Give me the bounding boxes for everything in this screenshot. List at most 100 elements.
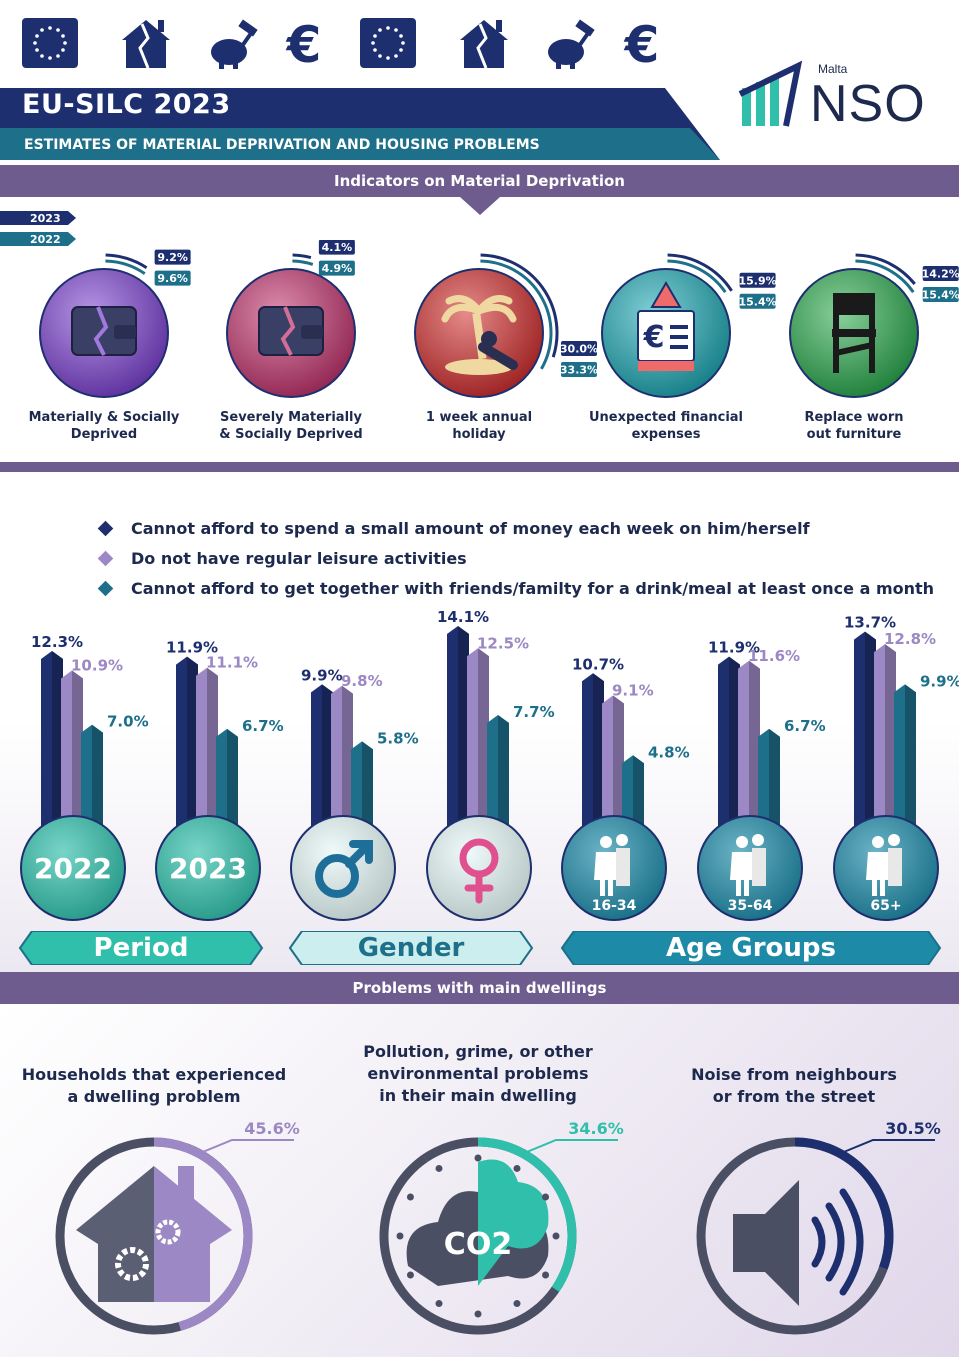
gauge-2022 [855,259,915,294]
title-banner [0,88,720,160]
svg-text:14.2%: 14.2% [922,268,959,281]
value-2023: 9.2% [154,249,191,265]
gauge-2023 [105,253,148,269]
piggy-bank-hammer-icon [211,19,258,69]
bar [758,728,780,830]
svg-text:9.2%: 9.2% [157,251,188,264]
indicator-label: Materially & Socially Deprived [28,410,180,442]
speaker-icon [733,1180,864,1306]
gauge-2022 [480,259,553,370]
svg-text:15.4%: 15.4% [922,289,959,302]
legend-diamond-icon [97,550,114,566]
group-label-gender: Gender [357,933,465,963]
indicator-label: Unexpected financial expenses [588,410,743,442]
section-band-dwellings: Problems with main dwellings [0,972,959,1004]
bar-group-Female: 14.1% 12.5% 7.7% [426,610,555,921]
gauge-value-arc [153,1137,253,1331]
bar [874,644,896,830]
legend-2022-label: 2022 [30,233,61,246]
legend-text: Cannot afford to get together with frien… [131,578,935,598]
bar-group-65+: 13.7%12.8% 9.9% 65+ [833,614,959,921]
year-legend-shapes [0,211,76,246]
value-leader [839,1139,935,1155]
legend-text: Do not have regular leisure activities [131,548,467,568]
dwelling-title-pollution: Pollution, grime, or other environmental… [363,1042,593,1105]
broken-wallet-icon [71,306,137,356]
house-gears-icon [76,1166,232,1302]
category-badge: 35-64 [697,815,803,921]
bar-value-label: 7.0% [107,713,149,731]
bar [216,728,238,830]
bar [196,667,218,830]
value-2022: 15.4% [922,287,959,303]
svg-text:4.1%: 4.1% [322,241,353,254]
value-2023: 15.9% [739,272,777,288]
indicator-label: 1 week annual holiday [425,410,533,442]
value-2022: 4.9% [318,260,355,276]
page-title: EU-SILC 2023 [22,89,231,120]
value-2022: 15.4% [739,293,777,309]
palm-tree-icon [441,295,518,375]
piggy-bank-hammer-icon [548,19,595,69]
legend-item: Cannot afford to get together with frien… [96,573,934,603]
svg-text:€: € [624,16,660,74]
legend-item: Do not have regular leisure activities [96,543,934,573]
bar [61,670,83,830]
dwelling-gauge-0: 45.6% [55,1120,300,1335]
group-label-period: Period [93,933,189,963]
dwelling-value: 30.5% [885,1120,941,1138]
bar-chart: 12.3%10.9%7.0%202211.9%11.1%6.7%20239.9%… [20,610,959,921]
category-badge [426,815,532,921]
bar-value-label: 12.8% [884,630,936,648]
bar-value-label: 11.9% [166,639,218,657]
value-leader [522,1139,618,1155]
logo-wordmark: NSO [810,75,926,133]
dwelling-gauges: 45.6% 34.6% CO2 30.5% [55,1120,941,1335]
female-symbol-icon [459,838,499,904]
gauge-value-arc [794,1137,894,1270]
bar [894,684,916,830]
dwelling-gauge-2: 30.5% [696,1120,941,1335]
euro-icon: € [286,16,322,74]
collapsing-wallet-icon [258,306,324,356]
bar-value-label: 11.6% [748,647,800,665]
dwelling-value: 45.6% [244,1120,300,1138]
bar-group-2023: 11.9%11.1% 6.7% 2023 [155,639,284,921]
indicator-0: 9.2% 9.6% [39,249,191,398]
bar [718,656,740,830]
svg-text:€: € [643,320,665,355]
svg-text:15.4%: 15.4% [739,295,777,308]
gauge-2023 [667,253,733,292]
svg-text:9.6%: 9.6% [157,272,188,285]
category-label: 65+ [870,898,901,914]
legend-text: Cannot afford to spend a small amount of… [131,518,810,538]
bar-value-label: 6.7% [242,717,284,735]
gauge-2023 [292,253,312,260]
bar-group-2022: 12.3% 10.9% 7.0% 2022 [20,633,149,921]
bar-value-label: 10.9% [71,656,123,674]
bar [331,685,353,830]
bar-chart-legend: Cannot afford to spend a small amount of… [96,513,934,603]
section-separator [0,462,959,472]
legend-2023-label: 2023 [30,212,61,225]
bar [602,695,624,830]
bar-value-label: 12.5% [477,634,529,652]
broken-house-icon [460,20,508,69]
nso-logo [738,60,803,127]
euro-icon: € [624,16,660,74]
indicator-label: Replace worn out furniture [804,410,904,442]
euro-bill-warning-icon: € [637,281,695,371]
bar-value-label: 9.9% [920,672,959,690]
logo-country: Malta [818,62,848,76]
couple-icon [866,834,902,896]
bar-group-Male: 9.9%9.8% 5.8% [290,666,419,921]
bar [582,673,604,830]
dwelling-title-noise: Noise from neighbours or from the street [691,1065,897,1106]
gauge-2022 [667,259,727,294]
dwelling-value: 34.6% [568,1120,624,1138]
co2-cloud-icon: CO2 [396,1154,560,1318]
svg-text:15.9%: 15.9% [739,274,777,287]
bar-group-35-64: 11.9%11.6% 6.7% 35-64 [697,639,826,921]
bar [467,648,489,830]
category-label: 2023 [169,852,247,885]
